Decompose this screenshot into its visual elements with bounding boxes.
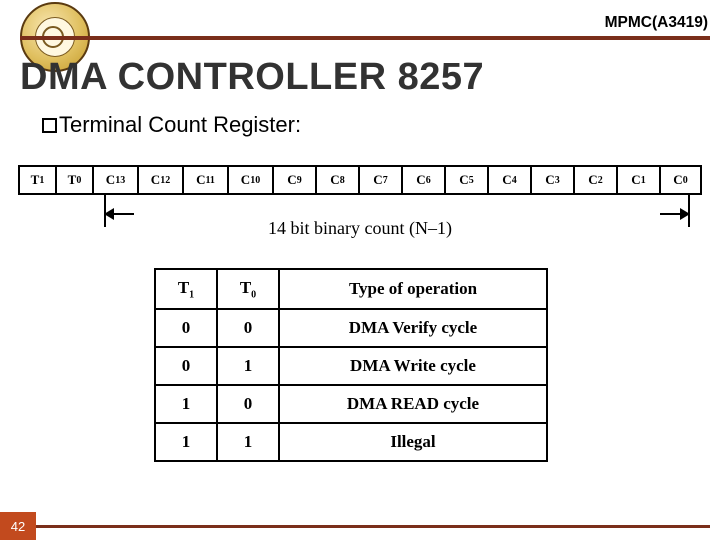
course-code: MPMC(A3419) [605, 14, 708, 32]
register-cell: C5 [444, 165, 487, 195]
slide: MPMC(A3419) DMA CONTROLLER 8257 Terminal… [0, 0, 720, 540]
arrow-left-icon [106, 213, 134, 215]
register-cell: C3 [530, 165, 573, 195]
register-cell: C0 [659, 165, 702, 195]
register-cell: C4 [487, 165, 530, 195]
col-op: Type of operation [279, 269, 547, 309]
register-cell: C9 [272, 165, 315, 195]
register-cell: C7 [358, 165, 401, 195]
table-header-row: T1 T0 Type of operation [155, 269, 547, 309]
top-rule [20, 36, 710, 40]
table-row: 10DMA READ cycle [155, 385, 547, 423]
col-t1: T1 [155, 269, 217, 309]
col-t0: T0 [217, 269, 279, 309]
table-row: 00DMA Verify cycle [155, 309, 547, 347]
arrow-right-icon [660, 213, 688, 215]
register-cell: C10 [227, 165, 272, 195]
bottom-rule [36, 525, 710, 528]
register-cell: C2 [573, 165, 616, 195]
page-title: DMA CONTROLLER 8257 [20, 56, 484, 99]
register-cell: C13 [92, 165, 137, 195]
table-row: 11Illegal [155, 423, 547, 461]
register-bit-strip: T1T0C13C12C11C10C9C8C7C6C5C4C3C2C1C0 [18, 165, 702, 195]
register-cell: C1 [616, 165, 659, 195]
bullet-icon [42, 118, 57, 133]
operation-table: T1 T0 Type of operation 00DMA Verify cyc… [154, 268, 548, 462]
table-row: 01DMA Write cycle [155, 347, 547, 385]
range-label: 14 bit binary count (N–1) [0, 218, 720, 239]
page-number-badge: 42 [0, 512, 36, 540]
subtitle: Terminal Count Register: [42, 112, 301, 138]
register-cell: C12 [137, 165, 182, 195]
register-cell: T1 [18, 165, 55, 195]
register-cell: C11 [182, 165, 227, 195]
register-cell: C8 [315, 165, 358, 195]
register-cell: C6 [401, 165, 444, 195]
subtitle-text: Terminal Count Register: [59, 112, 301, 137]
register-cell: T0 [55, 165, 92, 195]
